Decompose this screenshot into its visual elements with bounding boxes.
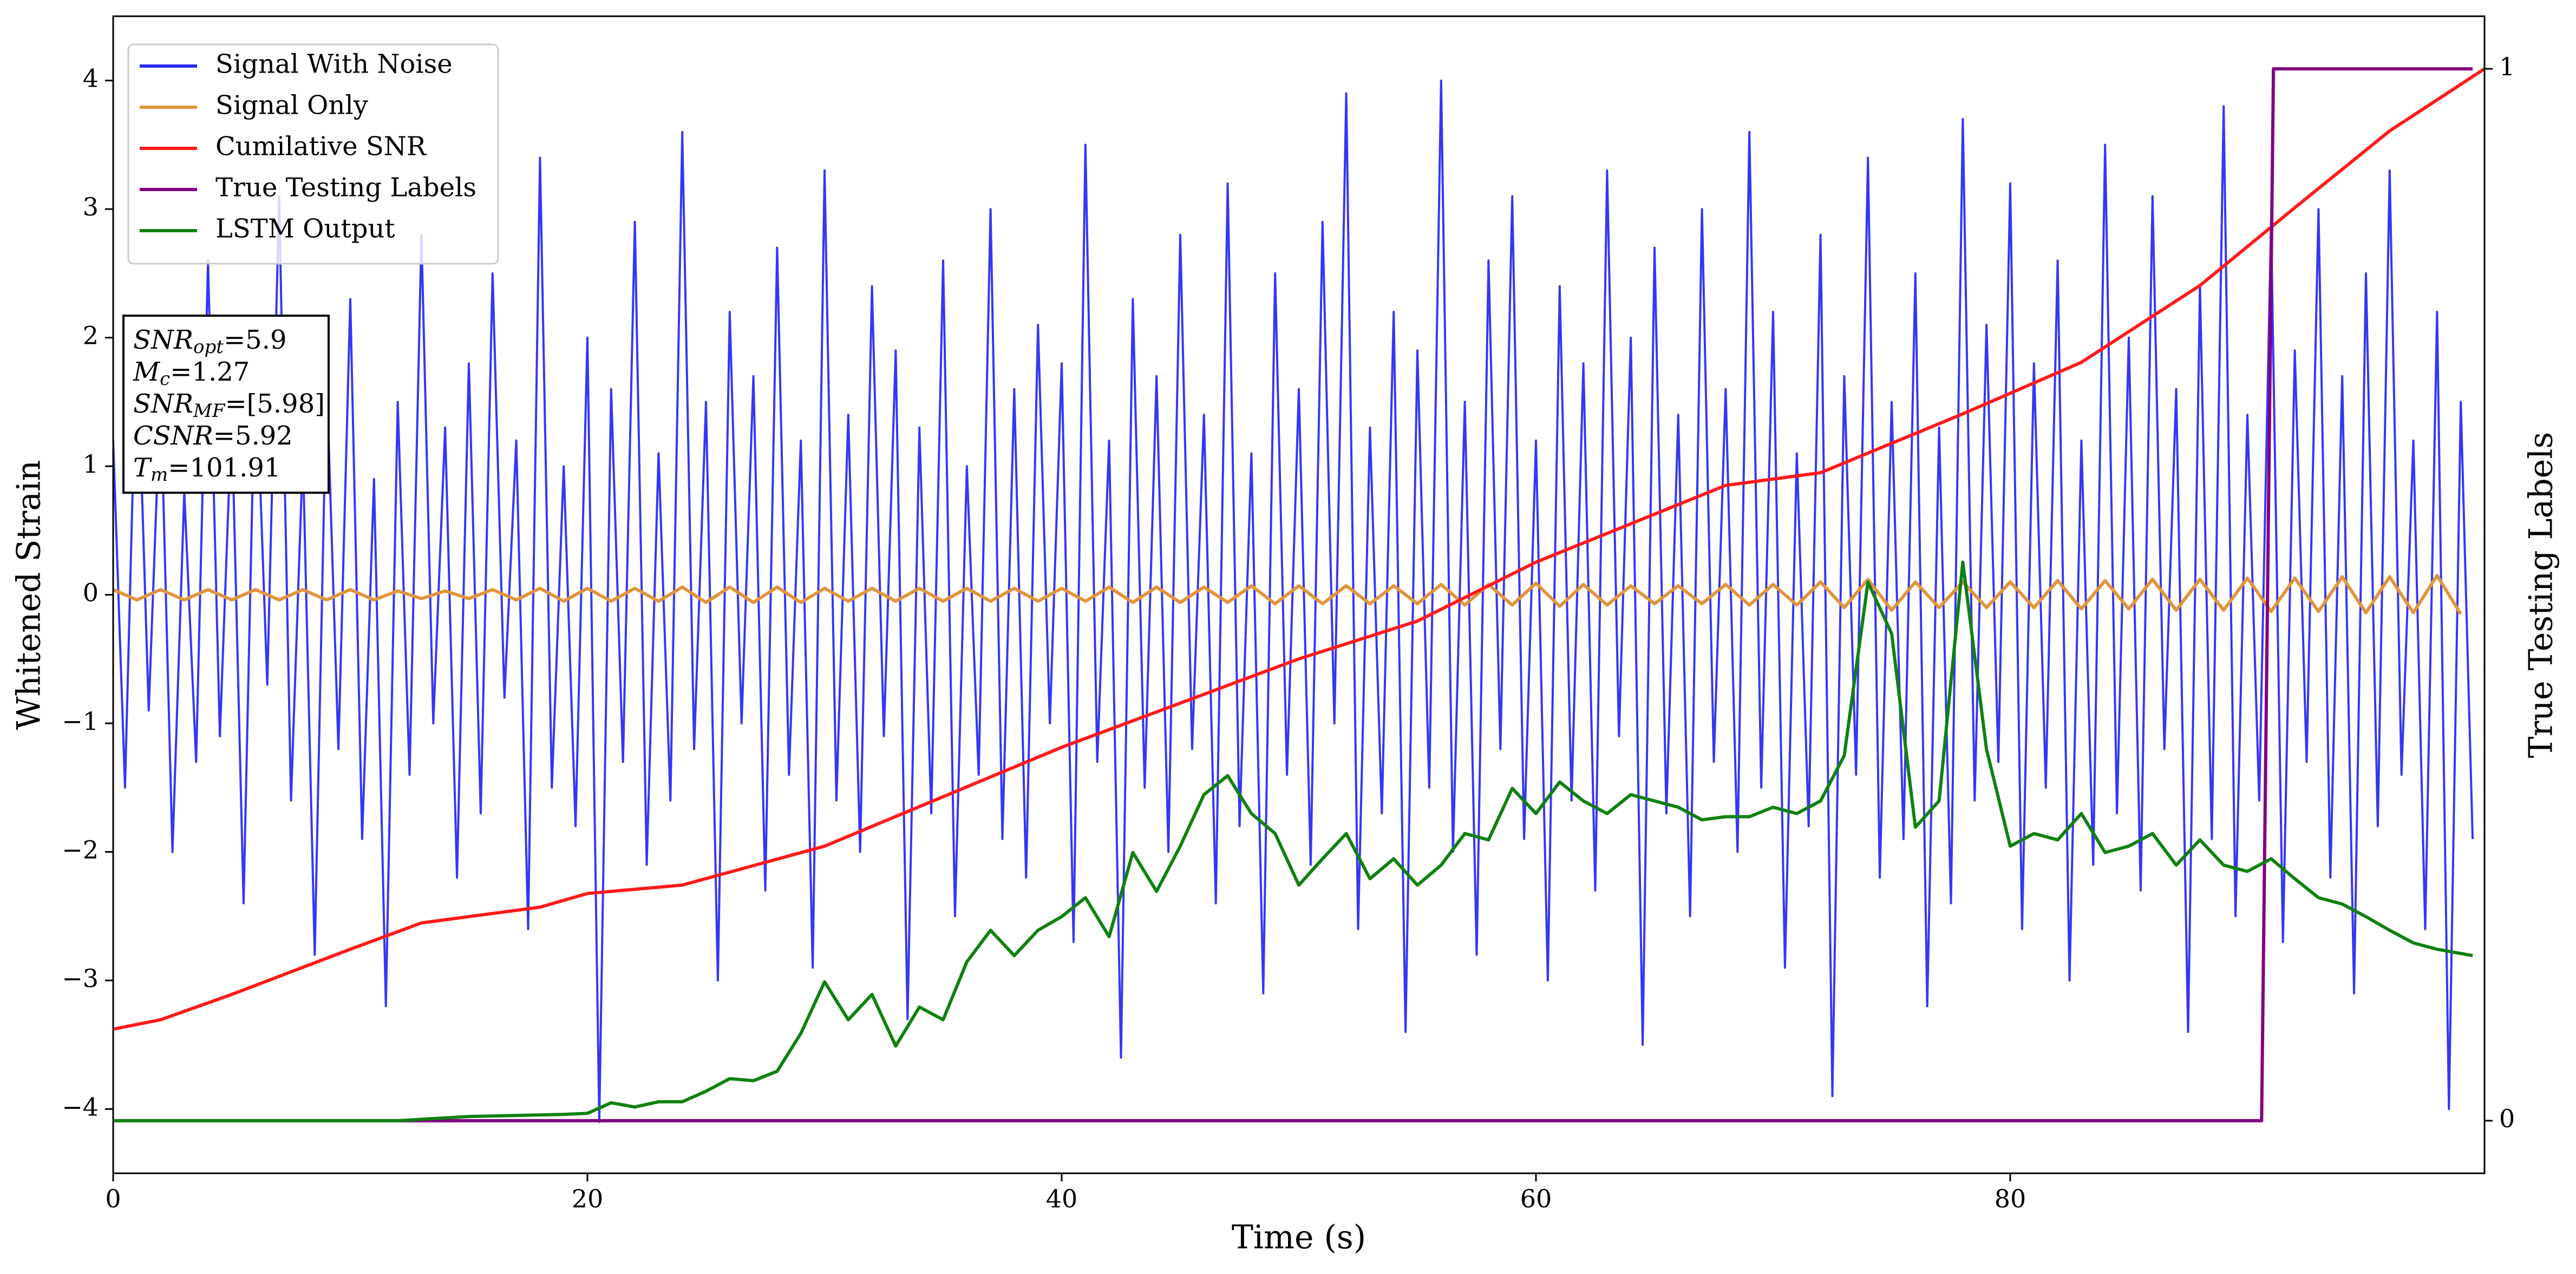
y-tick-label: −2: [62, 835, 99, 864]
y-tick-label: 0: [83, 578, 99, 607]
annotation-value: =101.91: [168, 453, 280, 483]
x-tick-label: 40: [1046, 1184, 1078, 1213]
legend-label: Signal Only: [215, 90, 368, 121]
legend-label: True Testing Labels: [215, 173, 476, 203]
annotation-sub: MF: [193, 400, 226, 422]
y2-tick-label: 0: [2499, 1104, 2515, 1133]
series-line: [113, 560, 2473, 1122]
y-tick-label: −3: [62, 964, 99, 993]
x-tick-label: 60: [1520, 1184, 1552, 1213]
annotation-value: =5.9: [224, 325, 287, 355]
annotation-sub: opt: [193, 336, 224, 358]
annotation-text: CSNR=5.92: [133, 421, 293, 451]
series-line: [113, 79, 2474, 1123]
annotation-name: SNR: [133, 389, 193, 419]
y-tick-label: −4: [62, 1092, 99, 1121]
x-tick-label: 0: [105, 1184, 121, 1213]
annotation-sub: m: [151, 464, 168, 486]
annotation-name: CSNR: [133, 421, 213, 451]
legend-box: [127, 43, 499, 265]
y-tick-label: 1: [83, 449, 99, 479]
annotation-value: =1.27: [170, 357, 250, 387]
annotation-text: Tm=101.91: [133, 453, 280, 486]
series-line: [113, 573, 2462, 615]
annotation-text: Mc=1.27: [133, 357, 250, 390]
annotation-box: [122, 315, 330, 494]
plot-area: [113, 67, 2485, 1123]
y2-tick-label: 1: [2499, 52, 2515, 81]
annotation-name: SNR: [133, 325, 193, 355]
y-tick-label: −1: [62, 707, 99, 736]
legend-label: LSTM Output: [215, 214, 395, 244]
x-axis-label: Time (s): [1232, 1219, 1366, 1257]
legend-label: Cumilative SNR: [215, 132, 427, 162]
y2-axis-label: True Testing Labels: [2522, 432, 2560, 759]
annotation-name: M: [133, 357, 161, 387]
x-tick-label: 20: [572, 1184, 604, 1213]
series-line: [113, 67, 2485, 1031]
annotation-text: SNRopt=5.9: [133, 325, 287, 358]
annotation-text: SNRMF=[5.98]: [133, 389, 325, 422]
annotation-sub: c: [160, 368, 170, 390]
y-tick-label: 2: [83, 321, 99, 350]
y-axis-label: Whitened Strain: [10, 460, 48, 730]
y-tick-label: 4: [83, 64, 99, 93]
annotation-value: =[5.98]: [225, 389, 325, 419]
series-line: [113, 67, 2473, 1122]
x-tick-label: 80: [1995, 1184, 2026, 1213]
y-tick-label: 3: [83, 192, 99, 221]
annotation-value: =5.92: [213, 421, 293, 451]
legend-label: Signal With Noise: [215, 49, 453, 80]
annotation-name: T: [133, 453, 152, 483]
